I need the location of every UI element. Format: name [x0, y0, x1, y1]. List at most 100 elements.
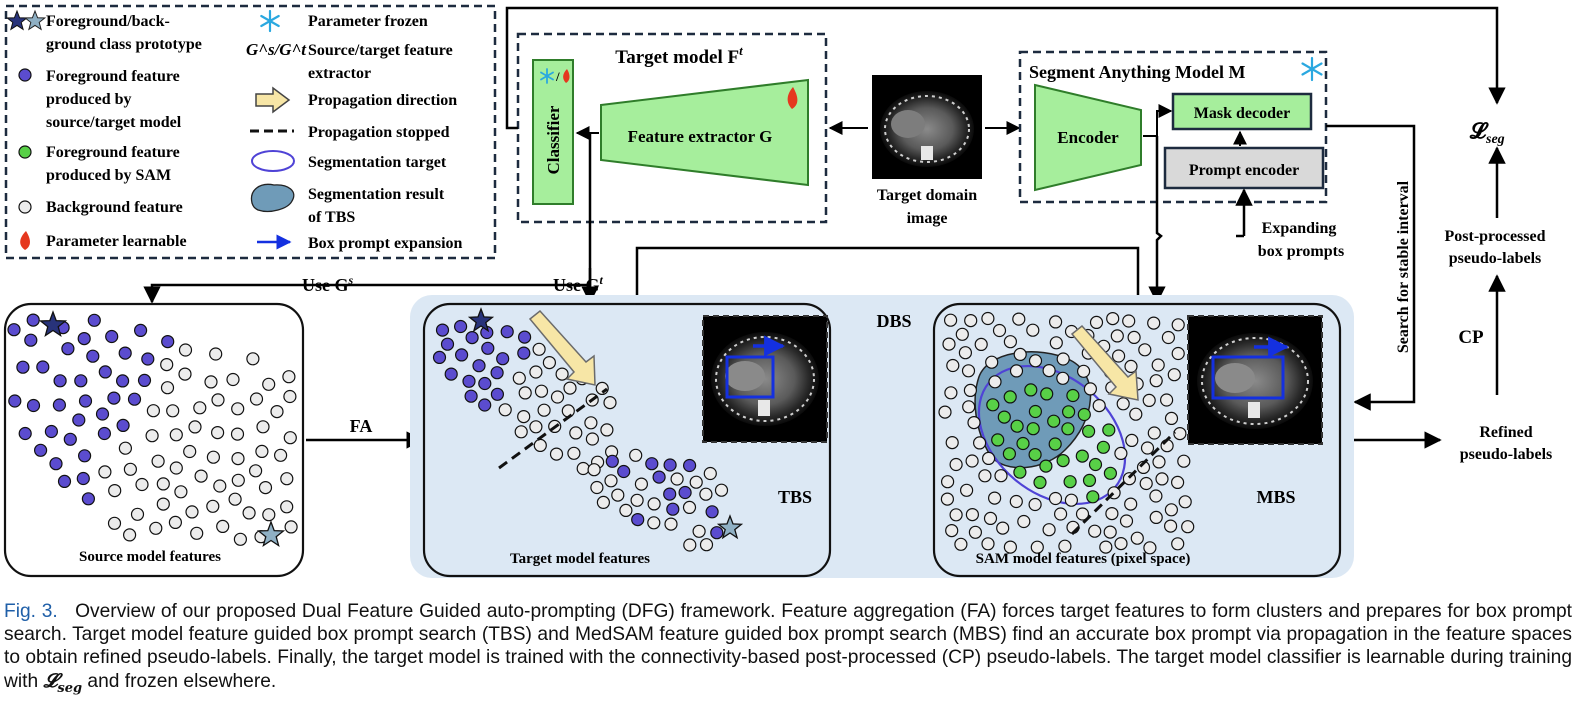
feature-point — [529, 365, 543, 379]
feature-point — [949, 508, 963, 522]
feature-point — [97, 426, 112, 441]
feature-point — [963, 383, 978, 397]
feature-point — [600, 423, 614, 437]
feature-point — [710, 526, 724, 540]
feature-point — [174, 485, 188, 499]
feature-point — [465, 331, 479, 345]
feature-point — [714, 483, 729, 497]
feature-point — [1088, 524, 1102, 538]
feature-point — [228, 492, 242, 506]
feature-point — [1026, 323, 1040, 337]
feature-point — [555, 367, 569, 381]
feature-point — [1125, 433, 1139, 447]
feature-point — [1056, 371, 1070, 385]
feature-point — [1106, 312, 1120, 326]
cp-label: CP — [1458, 327, 1484, 348]
search-label: Search for stable interval — [1395, 180, 1412, 353]
feature-point — [1124, 359, 1138, 373]
feature-point — [255, 444, 269, 458]
feature-point — [991, 433, 1005, 447]
feature-point — [518, 386, 532, 400]
purple-dot-icon — [18, 68, 32, 82]
feature-point — [1119, 514, 1134, 528]
feature-point — [946, 358, 960, 373]
feature-point — [1003, 540, 1018, 554]
prototype-star-icon — [467, 307, 495, 333]
legend-target: Segmentation target — [308, 154, 447, 171]
legend-extractor-line1: Source/target feature — [308, 42, 453, 59]
ellipse-icon — [251, 150, 295, 172]
feature-point — [464, 389, 478, 403]
feature-point — [1147, 316, 1161, 330]
propagation-stopped-line — [1070, 430, 1177, 536]
legend-prototype-line1: Foreground/back- — [46, 13, 170, 30]
feature-point — [942, 337, 956, 351]
feature-point — [78, 394, 93, 408]
feature-point — [1056, 352, 1070, 366]
feature-point — [1028, 448, 1042, 462]
feature-point — [1028, 497, 1042, 512]
tbs-panel-label: Target model features — [510, 551, 650, 567]
feature-point — [1030, 540, 1044, 554]
feature-point — [193, 401, 207, 415]
figure-caption: Fig. 3. Overview of our proposed Dual Fe… — [4, 600, 1572, 700]
feature-point — [961, 364, 976, 378]
feature-point — [617, 464, 631, 479]
feature-point — [1012, 312, 1026, 326]
sam-model: Segment Anything Model M Encoder Mask de… — [1018, 50, 1328, 204]
feature-point — [194, 469, 208, 483]
feature-point — [587, 463, 601, 477]
feature-extractor-label: Feature extractor G — [628, 127, 773, 146]
feature-point — [478, 398, 492, 412]
feature-point — [204, 375, 218, 389]
feature-point — [938, 405, 952, 419]
propagation-stopped-line — [498, 387, 608, 470]
feature-point — [604, 474, 618, 488]
feature-point — [1171, 346, 1185, 361]
feature-point — [61, 342, 75, 356]
feature-point — [188, 420, 202, 434]
feature-point — [1130, 531, 1144, 545]
feature-point — [1026, 422, 1040, 436]
feature-point — [440, 337, 455, 351]
feature-point — [151, 454, 165, 468]
feature-point — [137, 373, 152, 387]
feature-point — [472, 359, 486, 373]
legend: Foreground/back- ground class prototype … — [4, 4, 497, 260]
feature-point — [76, 471, 90, 486]
feature-point — [216, 519, 230, 534]
propagation-arrow-icon — [255, 86, 291, 114]
feature-point — [1171, 537, 1185, 551]
propagation-arrow — [1070, 324, 1139, 401]
feature-point — [955, 327, 969, 341]
feature-point — [988, 375, 1002, 389]
legend-stopped: Propagation stopped — [308, 124, 450, 141]
feature-point — [670, 472, 684, 486]
feature-point — [1102, 423, 1116, 437]
fa-label: FA — [350, 416, 373, 436]
feature-point — [282, 370, 296, 384]
propagation-arrow — [528, 309, 596, 386]
feature-point — [498, 403, 512, 417]
feature-point — [26, 313, 40, 327]
feature-point — [1013, 465, 1027, 479]
feature-point — [1049, 336, 1063, 350]
feature-point — [135, 477, 149, 492]
feature-point — [1129, 407, 1143, 421]
feature-point — [682, 458, 697, 473]
feature-point — [1181, 520, 1195, 534]
feature-point — [1048, 491, 1063, 506]
feature-point — [596, 495, 611, 509]
feature-point — [18, 426, 32, 441]
feature-point — [209, 347, 223, 361]
feature-point — [703, 466, 717, 481]
mask-decoder-block — [1171, 92, 1313, 131]
feature-point — [455, 348, 469, 362]
feature-point — [603, 396, 617, 410]
feature-point — [116, 418, 130, 432]
feature-point — [262, 508, 276, 522]
feature-point — [1042, 523, 1056, 537]
feature-point — [52, 398, 67, 412]
feature-point — [444, 367, 458, 381]
mbs-ct-thumbnail — [1187, 315, 1323, 445]
